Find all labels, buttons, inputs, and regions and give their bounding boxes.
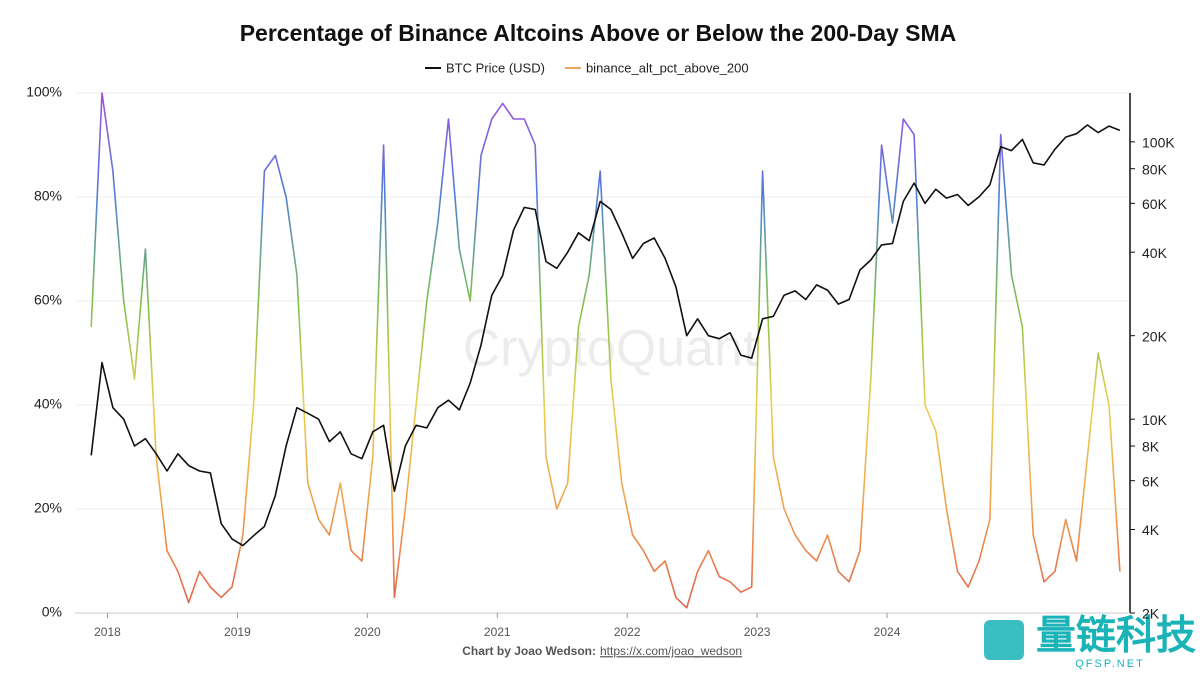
x-tick-label: 2024 — [874, 625, 901, 639]
y-tick-label: 60% — [34, 292, 62, 308]
logo-text: 量链科技 — [1036, 614, 1196, 658]
x-tick-label: 2023 — [744, 625, 771, 639]
x-tick-label: 2018 — [94, 625, 121, 639]
x-tick-label: 2020 — [354, 625, 381, 639]
logo-icon — [984, 620, 1024, 660]
legend-label: binance_alt_pct_above_200 — [586, 60, 749, 75]
y2-tick-label: 4K — [1142, 522, 1160, 538]
series-line — [90, 92, 1121, 609]
y2-tick-label: 40K — [1142, 245, 1168, 261]
x-tick-label: 2022 — [614, 625, 641, 639]
chart-title: Percentage of Binance Altcoins Above or … — [240, 20, 957, 46]
legend-item: BTC Price (USD) — [425, 60, 545, 75]
y-tick-label: 40% — [34, 396, 62, 412]
legend-label: BTC Price (USD) — [446, 60, 545, 75]
y2-tick-label: 2K — [1142, 606, 1160, 622]
y-tick-label: 80% — [34, 188, 62, 204]
legend-item: binance_alt_pct_above_200 — [564, 60, 749, 75]
y-tick-label: 100% — [26, 84, 62, 100]
y2-tick-label: 60K — [1142, 196, 1168, 212]
logo-subtext: QFSP.NET — [1075, 658, 1145, 670]
y2-tick-label: 80K — [1142, 161, 1168, 177]
footer-text: Chart by Joao Wedson: — [462, 644, 596, 658]
y-tick-label: 20% — [34, 500, 62, 516]
y2-tick-label: 8K — [1142, 439, 1160, 455]
x-tick-label: 2019 — [224, 625, 251, 639]
x-tick-label: 2021 — [484, 625, 511, 639]
y2-tick-label: 100K — [1142, 135, 1175, 151]
y2-tick-label: 10K — [1142, 412, 1168, 428]
logo: 量链科技 QFSP.NET — [984, 614, 1196, 670]
footer-link[interactable]: https://x.com/joao_wedson — [600, 644, 742, 658]
y2-tick-label: 20K — [1142, 328, 1168, 344]
y2-tick-label: 6K — [1142, 473, 1160, 489]
series-line — [90, 124, 1121, 547]
y-tick-label: 0% — [42, 604, 62, 620]
